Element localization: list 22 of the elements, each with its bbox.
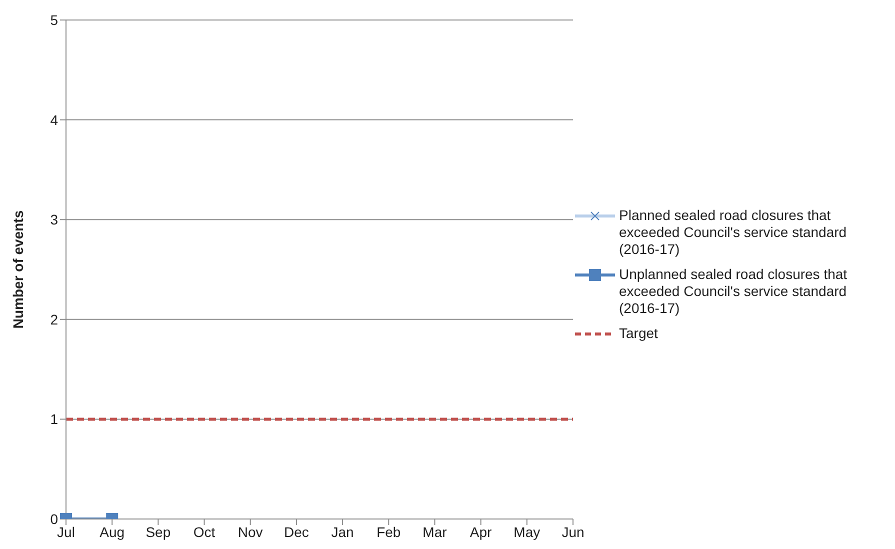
- y-tick-label: 5: [50, 12, 58, 28]
- y-tick-label: 4: [50, 112, 58, 128]
- legend-label: Target: [619, 325, 658, 342]
- x-tick-label: Apr: [470, 524, 492, 540]
- x-tick-label: Aug: [100, 524, 125, 540]
- x-tick-label: May: [514, 524, 540, 540]
- x-tick-label: Feb: [376, 524, 401, 540]
- x-tick-label: Sep: [146, 524, 171, 540]
- x-tick-label: Nov: [238, 524, 263, 540]
- y-tick-label: 0: [50, 510, 58, 527]
- legend-label: Unplanned sealed road closures that exceeded Council's service standard (2016-17): [619, 266, 848, 317]
- legend-label: Planned sealed road closures that exceeded Council's service standard (2016-17): [619, 207, 848, 258]
- x-tick-label: Mar: [422, 524, 448, 540]
- y-tick-label: 2: [50, 311, 58, 328]
- x-tick-label: Jun: [562, 524, 584, 540]
- y-axis-title: Number of events: [10, 210, 26, 329]
- y-tick-label: 1: [50, 411, 58, 428]
- x-tick-label: Oct: [193, 524, 216, 540]
- x-tick-label: Dec: [284, 524, 309, 540]
- x-tick-label: Jan: [331, 524, 354, 540]
- x-tick-label: Jul: [57, 524, 75, 540]
- y-tick-label: 3: [50, 212, 58, 228]
